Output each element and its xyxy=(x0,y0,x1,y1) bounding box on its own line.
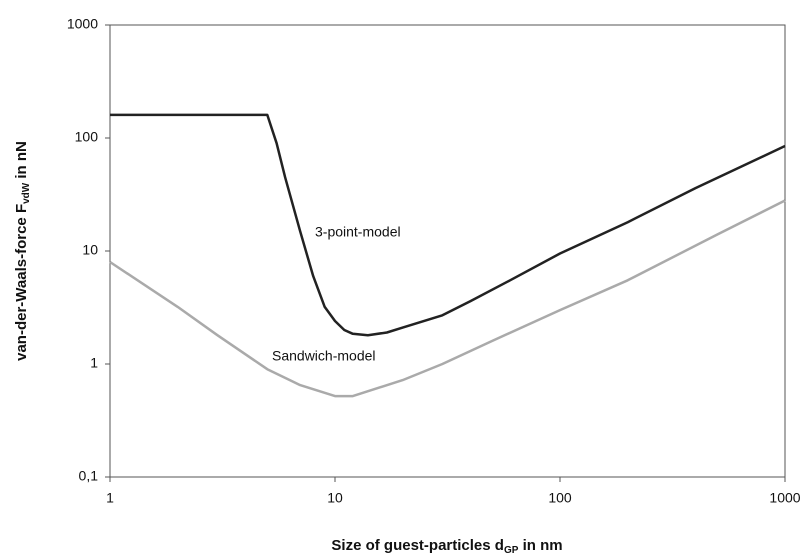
series-label: Sandwich-model xyxy=(272,348,376,364)
x-axis-title-sub: GP xyxy=(504,545,519,556)
y-axis-title-part: in nN xyxy=(13,141,30,183)
x-tick-label: 1000 xyxy=(769,490,800,506)
y-tick-label: 10 xyxy=(82,242,98,258)
series-label: 3-point-model xyxy=(315,224,401,240)
x-tick-label: 10 xyxy=(327,490,343,506)
x-axis-title: Size of guest-particles dGP in nm xyxy=(331,537,562,556)
x-tick-label: 1 xyxy=(106,490,114,506)
series-line xyxy=(110,113,786,337)
x-axis-title-part: in nm xyxy=(518,537,562,554)
y-axis-title-part: van-der-Waals-force F xyxy=(13,204,30,361)
y-axis-title-sub: vdW xyxy=(21,182,32,204)
y-tick-label: 1000 xyxy=(67,16,98,32)
x-axis-title-part: Size of guest-particles d xyxy=(331,537,504,554)
series-line xyxy=(109,199,786,398)
y-tick-label: 100 xyxy=(75,129,99,145)
x-tick-label: 100 xyxy=(548,490,572,506)
y-axis-title: van-der-Waals-force FvdW in nN xyxy=(13,141,32,361)
y-tick-label: 0,1 xyxy=(79,468,99,484)
y-tick-label: 1 xyxy=(90,355,98,371)
